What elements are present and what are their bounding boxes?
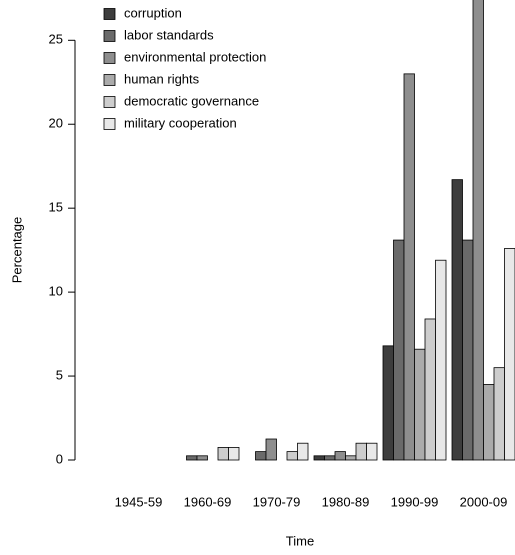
legend-swatch [103,74,116,86]
bar [324,455,336,461]
legend-label: military cooperation [124,115,237,130]
bar [286,451,298,461]
y-tick-label: 5 [56,367,63,382]
x-tick-label: 1945-59 [115,494,163,509]
bar [403,73,415,461]
x-tick-label: 1960-69 [184,494,232,509]
bar [462,239,474,461]
bar [186,455,198,461]
bar [424,318,436,461]
bar [297,442,309,461]
y-tick-label: 15 [49,200,63,215]
y-tick-label: 25 [49,32,63,47]
y-tick-label: 0 [56,451,63,466]
bar [355,442,367,461]
bar [255,451,267,461]
bars [186,0,515,461]
bar [504,248,515,461]
bar [366,442,378,461]
x-tick-label: 1990-99 [391,494,439,509]
bar [393,239,405,461]
x-tick-label: 2000-09 [460,494,508,509]
legend-label: environmental protection [124,49,266,64]
bar [382,345,394,461]
x-tick-label: 1970-79 [253,494,301,509]
y-axis-title: Percentage [9,217,24,284]
legend-swatch [103,96,116,108]
legend-label: democratic governance [124,93,259,108]
bar [228,447,240,461]
legend-label: corruption [124,5,182,20]
legend-label: labor standards [124,27,214,42]
bar [451,179,463,461]
bar [345,455,357,461]
bar [313,455,325,461]
legend-swatch [103,8,116,20]
bar [472,0,484,461]
legend-swatch [103,118,116,130]
bar [493,367,505,461]
y-tick-label: 10 [49,284,63,299]
x-tick-label: 1980-89 [322,494,370,509]
bar [483,384,495,461]
bar [265,438,277,461]
bar [196,455,208,461]
x-axis-title: Time [286,533,314,548]
bar [217,447,229,461]
legend-swatch [103,52,116,64]
legend-label: human rights [124,71,200,86]
bar [414,348,426,461]
bar [435,259,447,461]
legend-swatch [103,30,116,42]
bar [334,451,346,461]
y-tick-label: 20 [49,116,63,131]
